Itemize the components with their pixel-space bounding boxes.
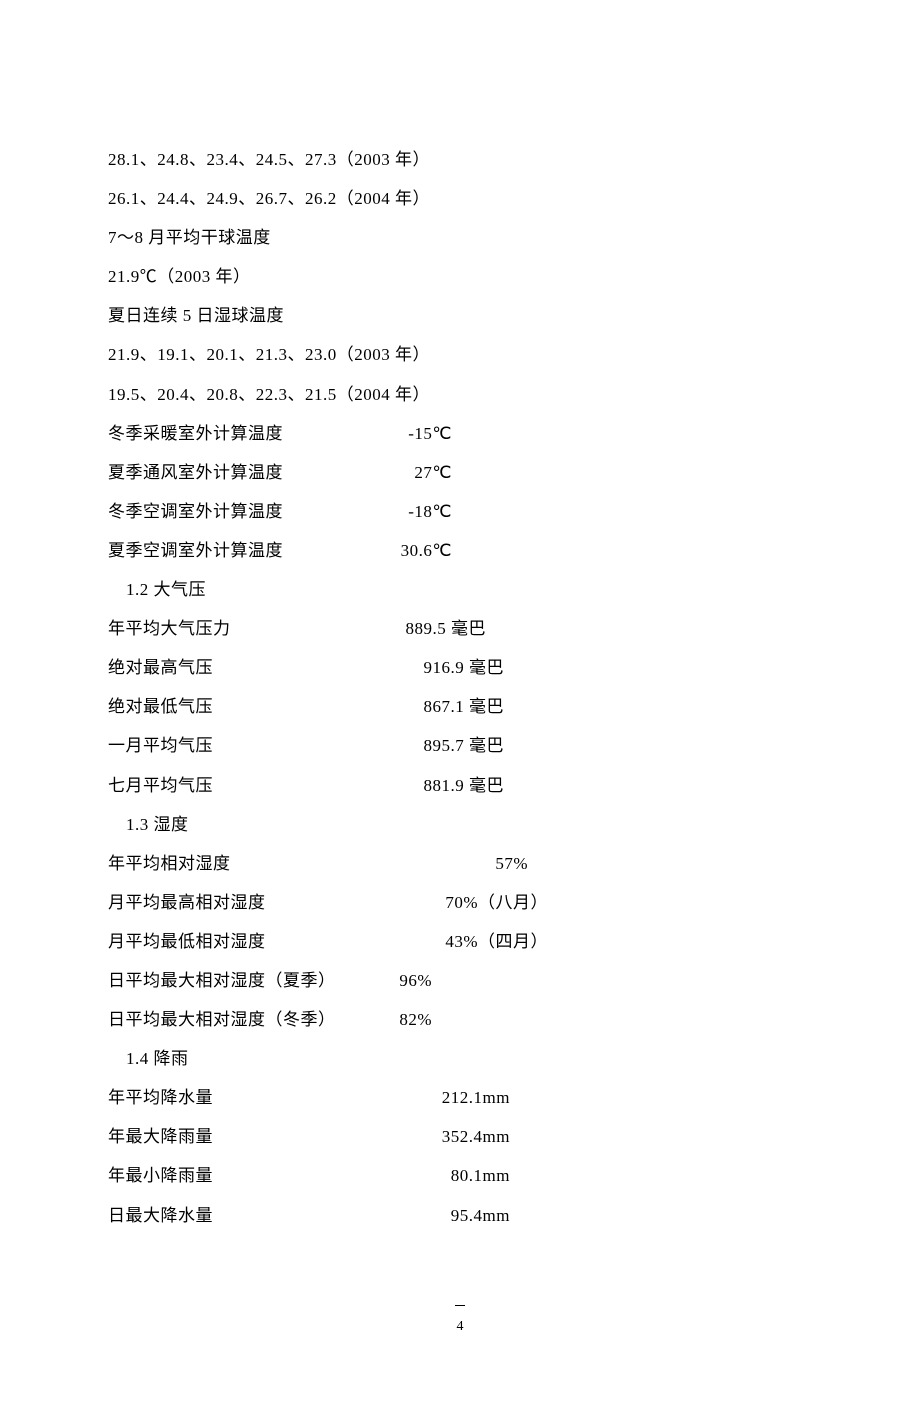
row-value: 96% bbox=[368, 961, 432, 1000]
row-label: 冬季空调室外计算温度 bbox=[108, 492, 368, 531]
data-row: 年最小降雨量 80.1mm bbox=[108, 1156, 812, 1195]
data-row: 日平均最大相对湿度（夏季） 96% bbox=[108, 961, 812, 1000]
row-value: -15℃ bbox=[368, 414, 452, 453]
data-row: 年最大降雨量 352.4mm bbox=[108, 1117, 812, 1156]
data-row: 日最大降水量 95.4mm bbox=[108, 1196, 812, 1235]
row-value: 95.4mm bbox=[368, 1196, 510, 1235]
row-value: 70%（八月） bbox=[368, 883, 548, 922]
row-value: 30.6℃ bbox=[368, 531, 452, 570]
text-line: 28.1、24.8、23.4、24.5、27.3（2003 年） bbox=[108, 140, 812, 179]
text-line: 21.9℃（2003 年） bbox=[108, 257, 812, 296]
data-row: 七月平均气压 881.9 毫巴 bbox=[108, 766, 812, 805]
row-label: 日最大降水量 bbox=[108, 1196, 368, 1235]
data-row: 绝对最低气压 867.1 毫巴 bbox=[108, 687, 812, 726]
data-row: 夏季空调室外计算温度 30.6℃ bbox=[108, 531, 812, 570]
row-value: 916.9 毫巴 bbox=[368, 648, 504, 687]
row-value: 43%（四月） bbox=[368, 922, 548, 961]
rain-block: 年平均降水量 212.1mm 年最大降雨量 352.4mm 年最小降雨量 80.… bbox=[108, 1078, 812, 1234]
row-label: 日平均最大相对湿度（冬季） bbox=[108, 1000, 368, 1039]
humidity-block: 年平均相对湿度 57% 月平均最高相对湿度 70%（八月） 月平均最低相对湿度 … bbox=[108, 844, 812, 1039]
row-value: 867.1 毫巴 bbox=[368, 687, 504, 726]
text-line: 夏日连续 5 日湿球温度 bbox=[108, 296, 812, 335]
row-label: 月平均最低相对湿度 bbox=[108, 922, 368, 961]
row-value: -18℃ bbox=[368, 492, 452, 531]
row-label: 绝对最低气压 bbox=[108, 687, 368, 726]
data-row: 年平均大气压力 889.5 毫巴 bbox=[108, 609, 812, 648]
data-row: 夏季通风室外计算温度 27℃ bbox=[108, 453, 812, 492]
row-value: 889.5 毫巴 bbox=[368, 609, 486, 648]
row-label: 绝对最高气压 bbox=[108, 648, 368, 687]
row-value: 82% bbox=[368, 1000, 432, 1039]
row-value: 881.9 毫巴 bbox=[368, 766, 504, 805]
row-label: 一月平均气压 bbox=[108, 726, 368, 765]
top-lines-block: 28.1、24.8、23.4、24.5、27.3（2003 年） 26.1、24… bbox=[108, 140, 812, 414]
page-number-bar bbox=[455, 1305, 465, 1306]
data-row: 月平均最高相对湿度 70%（八月） bbox=[108, 883, 812, 922]
text-line: 7～8 月平均干球温度 bbox=[108, 218, 812, 257]
row-label: 月平均最高相对湿度 bbox=[108, 883, 368, 922]
data-row: 年平均相对湿度 57% bbox=[108, 844, 812, 883]
row-label: 年最大降雨量 bbox=[108, 1117, 368, 1156]
temperature-block: 冬季采暖室外计算温度 -15℃ 夏季通风室外计算温度 27℃ 冬季空调室外计算温… bbox=[108, 414, 812, 570]
row-label: 夏季空调室外计算温度 bbox=[108, 531, 368, 570]
data-row: 冬季采暖室外计算温度 -15℃ bbox=[108, 414, 812, 453]
section-heading-rain: 1.4 降雨 bbox=[108, 1039, 812, 1078]
row-label: 年平均降水量 bbox=[108, 1078, 368, 1117]
data-row: 月平均最低相对湿度 43%（四月） bbox=[108, 922, 812, 961]
row-value: 27℃ bbox=[368, 453, 452, 492]
section-heading-humidity: 1.3 湿度 bbox=[108, 805, 812, 844]
data-row: 日平均最大相对湿度（冬季） 82% bbox=[108, 1000, 812, 1039]
text-line: 19.5、20.4、20.8、22.3、21.5（2004 年） bbox=[108, 375, 812, 414]
section-heading-pressure: 1.2 大气压 bbox=[108, 570, 812, 609]
page-number-value: 4 bbox=[457, 1307, 464, 1343]
row-value: 212.1mm bbox=[368, 1078, 510, 1117]
data-row: 一月平均气压 895.7 毫巴 bbox=[108, 726, 812, 765]
data-row: 冬季空调室外计算温度 -18℃ bbox=[108, 492, 812, 531]
data-row: 年平均降水量 212.1mm bbox=[108, 1078, 812, 1117]
row-label: 冬季采暖室外计算温度 bbox=[108, 414, 368, 453]
page-number: 4 bbox=[108, 1305, 812, 1343]
row-value: 895.7 毫巴 bbox=[368, 726, 504, 765]
row-label: 年平均大气压力 bbox=[108, 609, 368, 648]
row-value: 57% bbox=[368, 844, 528, 883]
data-row: 绝对最高气压 916.9 毫巴 bbox=[108, 648, 812, 687]
text-line: 26.1、24.4、24.9、26.7、26.2（2004 年） bbox=[108, 179, 812, 218]
pressure-block: 年平均大气压力 889.5 毫巴 绝对最高气压 916.9 毫巴 绝对最低气压 … bbox=[108, 609, 812, 804]
text-line: 21.9、19.1、20.1、21.3、23.0（2003 年） bbox=[108, 335, 812, 374]
row-value: 352.4mm bbox=[368, 1117, 510, 1156]
row-label: 年最小降雨量 bbox=[108, 1156, 368, 1195]
row-label: 年平均相对湿度 bbox=[108, 844, 368, 883]
document-page: 28.1、24.8、23.4、24.5、27.3（2003 年） 26.1、24… bbox=[0, 0, 920, 1403]
row-label: 夏季通风室外计算温度 bbox=[108, 453, 368, 492]
row-label: 日平均最大相对湿度（夏季） bbox=[108, 961, 368, 1000]
row-label: 七月平均气压 bbox=[108, 766, 368, 805]
row-value: 80.1mm bbox=[368, 1156, 510, 1195]
